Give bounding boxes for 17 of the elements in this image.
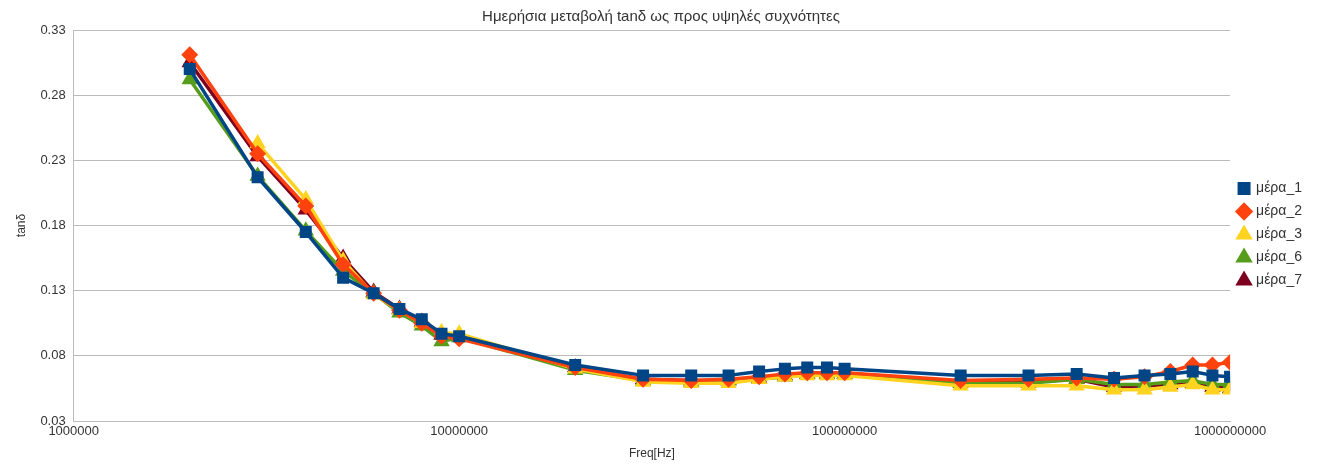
- legend-label: μέρα_2: [1256, 202, 1303, 219]
- y-tick-label: 0.33: [40, 21, 66, 37]
- y-axis-title: tanδ: [13, 213, 28, 238]
- chart-title: Ημερήσια μεταβολή tanδ ως προς υψηλές συχνότητες: [482, 7, 840, 25]
- legend-label: μέρα_7: [1256, 271, 1303, 288]
- legend-label: μέρα_1: [1256, 179, 1303, 196]
- x-tick-label: 1000000000: [1193, 423, 1267, 439]
- y-tick-label: 0.28: [40, 86, 66, 102]
- y-tick-label: 0.13: [40, 282, 66, 298]
- x-tick-label: 100000000: [812, 423, 878, 439]
- x-tick-label: 10000000: [430, 423, 489, 439]
- y-tick-label: 0.08: [40, 347, 66, 363]
- x-axis-title: Freq[Hz]: [628, 446, 675, 461]
- legend-label: μέρα_6: [1256, 248, 1303, 265]
- legend-label: μέρα_3: [1256, 225, 1303, 242]
- y-tick-label: 0.18: [40, 217, 66, 233]
- y-tick-label: 0.23: [40, 151, 66, 167]
